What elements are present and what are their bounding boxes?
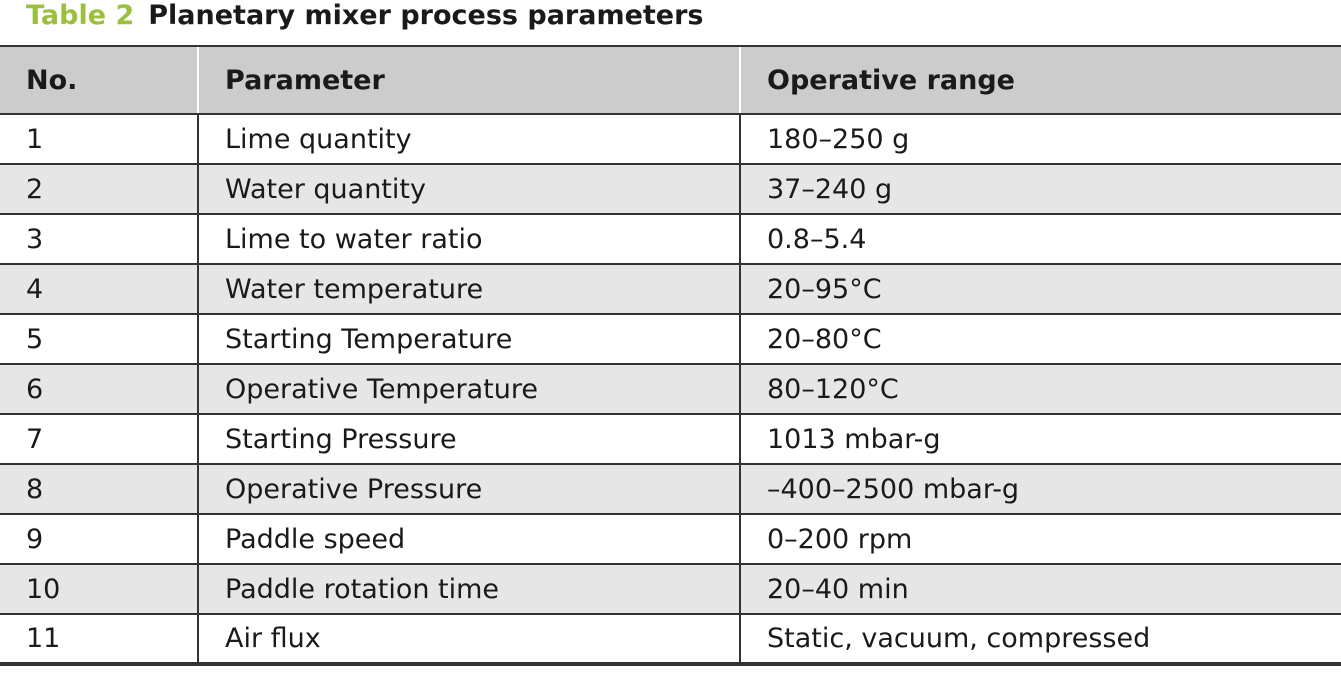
row-number: 2 bbox=[0, 164, 198, 215]
row-parameter: Operative Pressure bbox=[197, 464, 740, 515]
table-row: 11 Air flux Static, vacuum, compressed bbox=[0, 614, 1341, 666]
row-parameter: Water temperature bbox=[197, 264, 740, 315]
parameters-table: No. Parameter Operative range 1 Lime qua… bbox=[0, 45, 1341, 666]
row-range: 1013 mbar-g bbox=[739, 414, 1341, 465]
header-parameter: Parameter bbox=[197, 45, 740, 115]
row-range: 0.8–5.4 bbox=[739, 214, 1341, 265]
row-number: 10 bbox=[0, 564, 198, 615]
row-parameter: Starting Temperature bbox=[197, 314, 740, 365]
table-title: Planetary mixer process parameters bbox=[148, 0, 704, 31]
row-parameter: Water quantity bbox=[197, 164, 740, 215]
table-row: 8 Operative Pressure –400–2500 mbar-g bbox=[0, 464, 1341, 515]
row-range: 180–250 g bbox=[739, 114, 1341, 165]
row-parameter: Paddle rotation time bbox=[197, 564, 740, 615]
row-range: 0–200 rpm bbox=[739, 514, 1341, 565]
row-range: 37–240 g bbox=[739, 164, 1341, 215]
table-header: No. Parameter Operative range bbox=[0, 45, 1341, 115]
table-caption: Table 2 Planetary mixer process parameter… bbox=[26, 0, 704, 36]
row-parameter: Lime to water ratio bbox=[197, 214, 740, 265]
table-row: 2 Water quantity 37–240 g bbox=[0, 164, 1341, 215]
table-row: 7 Starting Pressure 1013 mbar-g bbox=[0, 414, 1341, 465]
table-row: 6 Operative Temperature 80–120°C bbox=[0, 364, 1341, 415]
table-row: 1 Lime quantity 180–250 g bbox=[0, 114, 1341, 165]
row-range: 20–40 min bbox=[739, 564, 1341, 615]
header-row: No. Parameter Operative range bbox=[0, 45, 1341, 115]
row-range: 80–120°C bbox=[739, 364, 1341, 415]
header-no: No. bbox=[0, 45, 198, 115]
row-range: Static, vacuum, compressed bbox=[739, 614, 1341, 666]
row-range: 20–95°C bbox=[739, 264, 1341, 315]
row-number: 9 bbox=[0, 514, 198, 565]
row-parameter: Lime quantity bbox=[197, 114, 740, 165]
row-range: –400–2500 mbar-g bbox=[739, 464, 1341, 515]
table-row: 4 Water temperature 20–95°C bbox=[0, 264, 1341, 315]
row-number: 4 bbox=[0, 264, 198, 315]
row-parameter: Starting Pressure bbox=[197, 414, 740, 465]
table-number-label: Table 2 bbox=[26, 0, 135, 31]
header-operative-range: Operative range bbox=[739, 45, 1341, 115]
table-row: 10 Paddle rotation time 20–40 min bbox=[0, 564, 1341, 615]
table-body: 1 Lime quantity 180–250 g 2 Water quanti… bbox=[0, 114, 1341, 666]
row-number: 6 bbox=[0, 364, 198, 415]
row-range: 20–80°C bbox=[739, 314, 1341, 365]
table-row: 5 Starting Temperature 20–80°C bbox=[0, 314, 1341, 365]
row-parameter: Operative Temperature bbox=[197, 364, 740, 415]
row-number: 5 bbox=[0, 314, 198, 365]
row-number: 7 bbox=[0, 414, 198, 465]
row-number: 3 bbox=[0, 214, 198, 265]
row-parameter: Paddle speed bbox=[197, 514, 740, 565]
row-parameter: Air flux bbox=[197, 614, 740, 666]
table-row: 3 Lime to water ratio 0.8–5.4 bbox=[0, 214, 1341, 265]
table-row: 9 Paddle speed 0–200 rpm bbox=[0, 514, 1341, 565]
row-number: 1 bbox=[0, 114, 198, 165]
row-number: 8 bbox=[0, 464, 198, 515]
row-number: 11 bbox=[0, 614, 198, 666]
